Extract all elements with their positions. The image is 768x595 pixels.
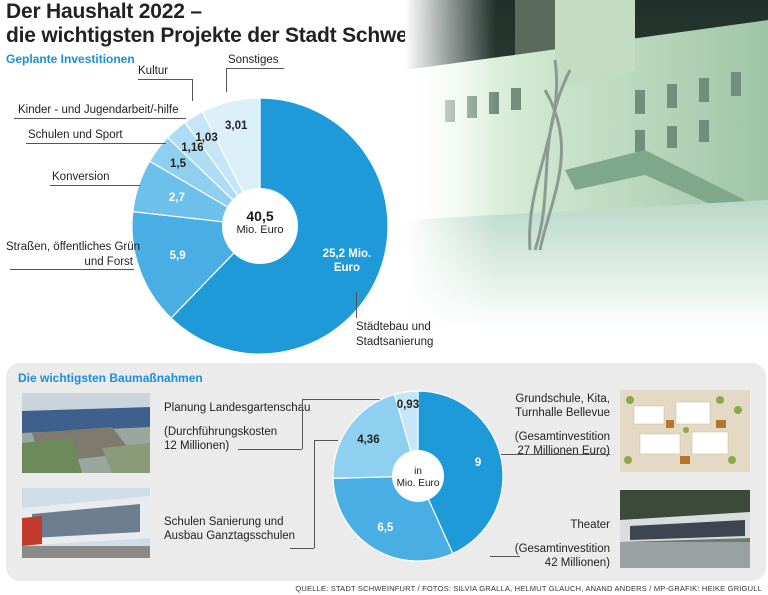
pie1-value-label-0-line2: Euro — [333, 262, 361, 275]
leader-line-staedtebau — [356, 292, 357, 318]
pie2-value-label-2: 4,36 — [357, 433, 379, 447]
pie1-value-label-0: 25,2 Mio. Euro — [323, 247, 372, 275]
connector-lgs-h2 — [238, 449, 302, 450]
pie2-center: in Mio. Euro — [397, 466, 440, 490]
pie2-value-label-1-line1: 6,5 — [377, 522, 394, 534]
pie2-center-unit: Mio. Euro — [396, 478, 440, 489]
pie2-slice-2 — [332, 393, 419, 479]
connector-schulen-h — [314, 440, 338, 441]
leader-line-schulen — [26, 143, 166, 144]
label-staedtebau-line1: Städtebau und — [356, 321, 431, 333]
pie1-value-label-3-line1: 1,5 — [170, 157, 187, 170]
project-lgs: Planung Landesgartenschau (Durchführungs… — [164, 401, 310, 453]
source-footer: QUELLE: STADT SCHWEINFURT / FOTOS: SILVI… — [295, 584, 762, 593]
connector-schulen-v — [314, 440, 315, 548]
project-theater: Theater (Gesamtinvestition 42 Millionen) — [486, 518, 610, 570]
pie2-value-label-2-line1: 4,36 — [357, 433, 380, 446]
pie1-value-label-4: 1,16 — [181, 141, 203, 155]
project-schulen: Schulen Sanierung und Ausbau Ganztagssch… — [164, 515, 295, 543]
connector-schulen-h2 — [290, 548, 314, 549]
project-schulen-line1: Schulen Sanierung und — [164, 516, 284, 528]
pie1-value-label-6: 3,01 — [225, 119, 247, 133]
project-bellevue-note1: (Gesamtinvestition — [514, 431, 610, 443]
page-title: Der Haushalt 2022 – die wichtigsten Proj… — [6, 0, 460, 48]
project-theater-note1: (Gesamtinvestition — [514, 543, 610, 555]
project-theater-note2: 42 Millionen) — [544, 557, 610, 569]
pie1-value-label-6-line1: 3,01 — [225, 119, 248, 132]
pie1-center-unit: Mio. Euro — [236, 224, 284, 236]
leader-line-kultur — [138, 79, 192, 80]
leader-line-kinder — [14, 118, 186, 119]
leader-line-sonstiges — [226, 68, 284, 69]
pie1-value-label-2-line1: 2,7 — [168, 192, 185, 205]
project-lgs-note1: (Durchführungskosten — [164, 426, 278, 438]
pie2-value-label-3: 0,93 — [397, 398, 419, 412]
pie1-center-value: 40,5 — [246, 208, 274, 224]
label-kultur: Kultur — [138, 65, 169, 77]
label-strassen-line2: und Forst — [84, 256, 133, 268]
label-strassen: Straßen, öffentliches Grün und Forst — [6, 240, 141, 270]
project-bellevue-line1: Grundschule, Kita, — [515, 393, 610, 405]
title-line-1: Der Haushalt 2022 – — [6, 0, 202, 23]
pie1-value-label-1: 5,9 — [170, 249, 186, 263]
pie1-center-hole — [222, 188, 298, 264]
leader-line-strassen — [10, 269, 134, 270]
pie1-value-label-3: 1,5 — [170, 157, 186, 171]
pie2-value-label-1: 6,5 — [377, 521, 393, 535]
label-sonstiges: Sonstiges — [228, 54, 279, 66]
label-strassen-line1: Straßen, öffentliches Grün — [6, 241, 141, 253]
leader-line-konversion — [50, 185, 140, 186]
bellevue-model-photo — [620, 390, 750, 472]
connector-lgs-h — [302, 399, 382, 400]
project-bellevue-line2: Turnhalle Bellevue — [515, 407, 610, 419]
pie2-slice-0 — [417, 390, 504, 555]
pie1-value-label-0-line1: 25,2 Mio. — [322, 248, 372, 261]
school-photo — [22, 488, 150, 558]
city-hall-photo — [405, 0, 768, 330]
chart-subtitle: Geplante Investitionen — [6, 52, 135, 66]
pie2-value-label-3-line1: 0,93 — [396, 398, 420, 411]
pie1-center: 40,5 Mio. Euro — [236, 208, 283, 236]
label-kinder: Kinder - und Jugendarbeit/-hilfe — [18, 104, 179, 116]
pie2-center-hole — [392, 450, 444, 502]
project-schulen-line2: Ausbau Ganztagsschulen — [164, 530, 296, 542]
title-line-2: die wichtigsten Projekte der Stadt Schwe… — [6, 24, 461, 47]
project-lgs-note2: 12 Millionen) — [164, 440, 230, 452]
pie1-value-label-1-line1: 5,9 — [169, 249, 186, 262]
pie1-value-label-5-line1: 1,03 — [195, 132, 218, 145]
label-schulen: Schulen und Sport — [28, 129, 123, 141]
pie2-value-label-0-line1: 9 — [474, 457, 482, 470]
label-staedtebau-line2: Stadtsanierung — [356, 336, 434, 348]
project-lgs-title: Planung Landesgartenschau — [164, 402, 311, 414]
project-theater-title: Theater — [570, 519, 610, 531]
label-konversion: Konversion — [52, 171, 110, 183]
theater-photo — [620, 490, 750, 568]
pie2-center-value: in — [414, 466, 422, 477]
connector-lgs-v — [302, 399, 303, 449]
leader-line-sonstiges-v — [226, 68, 227, 92]
label-staedtebau: Städtebau und Stadtsanierung — [356, 320, 433, 350]
pie2-value-label-0: 9 — [475, 456, 481, 470]
panel-title: Die wichtigsten Baumaßnahmen — [18, 371, 203, 385]
pie1-value-label-4-line1: 1,16 — [181, 142, 204, 155]
pie1-value-label-2: 2,7 — [169, 191, 185, 205]
connector-theater-h — [490, 556, 520, 557]
landesgartenschau-photo — [22, 393, 150, 473]
pie1-value-label-5: 1,03 — [195, 131, 217, 145]
connector-bellevue-h — [498, 454, 610, 455]
leader-line-kultur-v — [192, 79, 193, 101]
